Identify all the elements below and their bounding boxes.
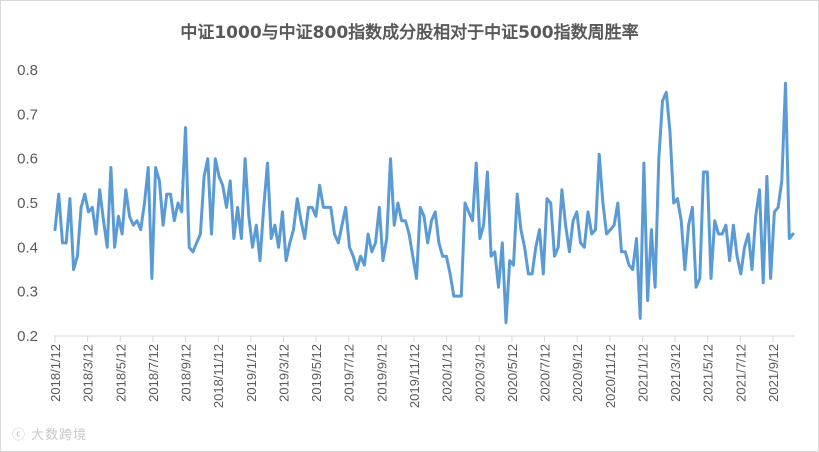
x-tick-label: 2019/11/12 [407, 344, 422, 408]
x-tick-label: 2018/5/12 [113, 344, 128, 402]
watermark: ⓒ 大数跨境 [12, 428, 88, 443]
y-tick-label: 0.5 [17, 195, 38, 212]
x-tick-label: 2019/9/12 [374, 344, 389, 402]
x-tick-label: 2019/3/12 [276, 344, 291, 402]
chart-title: 中证1000与中证800指数成分股相对于中证500指数周胜率 [180, 23, 639, 43]
x-tick-label: 2020/9/12 [570, 344, 585, 402]
x-tick-label: 2020/5/12 [505, 344, 520, 402]
x-tick-label: 2021/1/12 [635, 344, 650, 402]
x-tick-label: 2021/5/12 [701, 344, 716, 402]
x-tick-label: 2018/11/12 [211, 344, 226, 408]
x-tick-label: 2020/3/12 [472, 344, 487, 402]
x-tick-label: 2019/7/12 [342, 344, 357, 402]
x-tick-label: 2021/7/12 [733, 344, 748, 402]
x-tick-label: 2020/1/12 [440, 344, 455, 402]
y-tick-label: 0.3 [17, 284, 38, 301]
x-tick-label: 2018/9/12 [179, 344, 194, 402]
x-axis: 2018/1/12 2018/3/12 2018/5/12 2018/7/12 2018… [48, 335, 795, 408]
y-tick-label: 0.2 [17, 328, 38, 345]
y-tick-label: 0.4 [17, 239, 38, 256]
x-tick-label: 2018/7/12 [146, 344, 161, 402]
x-tick-label: 2018/3/12 [81, 344, 96, 402]
x-tick-label: 2019/5/12 [309, 344, 324, 402]
x-tick-label: 2019/1/12 [244, 344, 259, 402]
y-axis: 0.2 0.3 0.4 0.5 0.6 0.7 0.8 [17, 62, 38, 345]
x-tick-label: 2018/1/12 [48, 344, 63, 402]
y-tick-label: 0.6 [17, 151, 38, 168]
series-line [53, 81, 795, 325]
x-tick-label: 2020/7/12 [538, 344, 553, 402]
y-tick-label: 0.8 [17, 62, 38, 79]
x-tick-label: 2020/11/12 [603, 344, 618, 408]
y-tick-label: 0.7 [17, 106, 38, 123]
x-tick-label: 2021/3/12 [668, 344, 683, 402]
x-tick-label: 2021/9/12 [766, 344, 781, 402]
